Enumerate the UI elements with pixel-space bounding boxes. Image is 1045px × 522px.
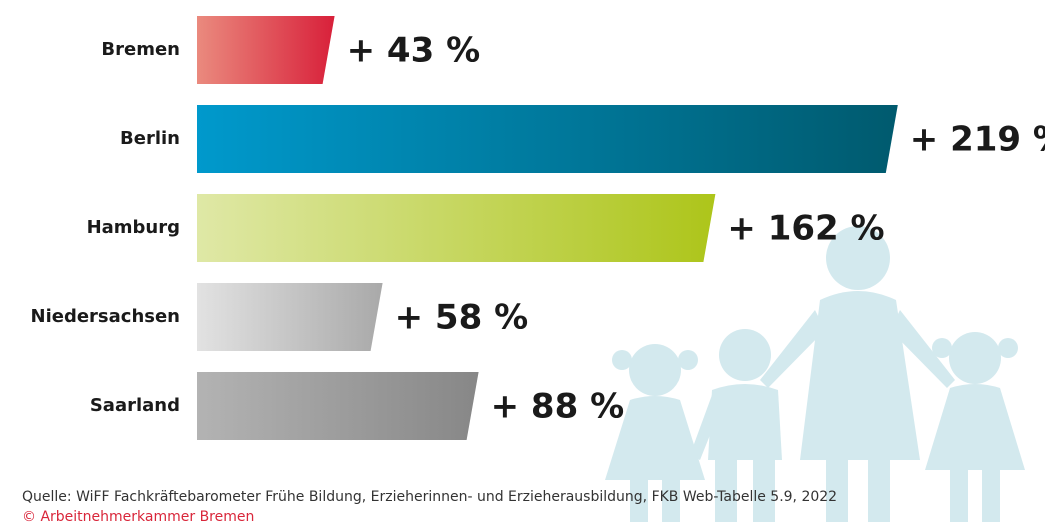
bar [197, 283, 383, 351]
family-illustration [605, 226, 1025, 522]
value-label: + 58 % [395, 298, 529, 338]
copyright: © Arbeitnehmerkammer Bremen [22, 509, 254, 522]
category-label: Niedersachsen [31, 306, 181, 327]
bar [197, 16, 335, 84]
category-label: Saarland [90, 395, 180, 416]
bar [197, 105, 898, 173]
chart: Quelle: WiFF Fachkräftebarometer Frühe B… [0, 0, 1045, 522]
category-label: Hamburg [87, 217, 180, 238]
category-label: Bremen [101, 39, 180, 60]
category-label: Berlin [120, 128, 180, 149]
source: Quelle: WiFF Fachkräftebarometer Frühe B… [22, 489, 837, 505]
value-label: + 43 % [347, 31, 481, 71]
value-label: + 219 % [910, 120, 1045, 160]
value-label: + 162 % [727, 209, 884, 249]
value-label: + 88 % [491, 387, 625, 427]
bar [197, 194, 715, 262]
bar [197, 372, 479, 440]
